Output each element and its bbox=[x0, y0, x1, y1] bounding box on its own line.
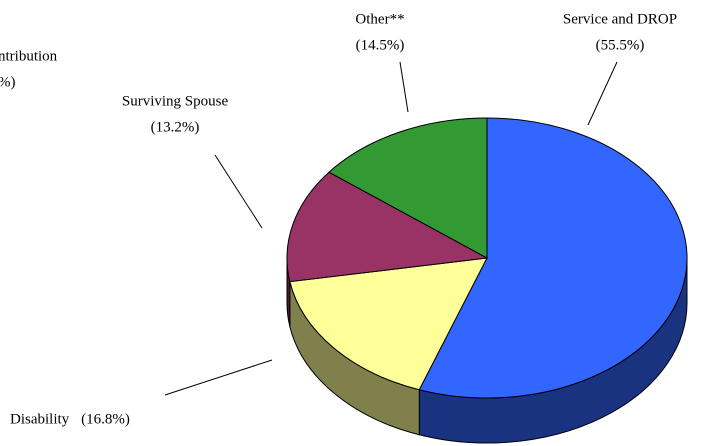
leader-line bbox=[399, 61, 409, 113]
leader-line bbox=[164, 359, 273, 396]
slice-label: Disability bbox=[10, 411, 70, 427]
pie-slice bbox=[418, 117, 688, 399]
pie-slice bbox=[286, 171, 489, 283]
slice-label: Surviving Spouse bbox=[122, 93, 229, 109]
pie-slice bbox=[289, 257, 488, 391]
slice-label: Service and DROP bbox=[563, 11, 677, 27]
cropped-label: ntribution bbox=[0, 48, 58, 64]
slice-value-label: (16.8%) bbox=[81, 411, 130, 427]
leader-line bbox=[587, 61, 618, 126]
slice-value-label: (13.2%) bbox=[151, 119, 200, 135]
slice-label: Other** bbox=[355, 11, 404, 27]
slice-value-label: (55.5%) bbox=[596, 37, 645, 53]
slice-value-label: (14.5%) bbox=[356, 37, 405, 53]
pie-slice bbox=[328, 117, 488, 259]
cropped-label: %) bbox=[0, 74, 16, 90]
leader-line bbox=[214, 154, 263, 229]
